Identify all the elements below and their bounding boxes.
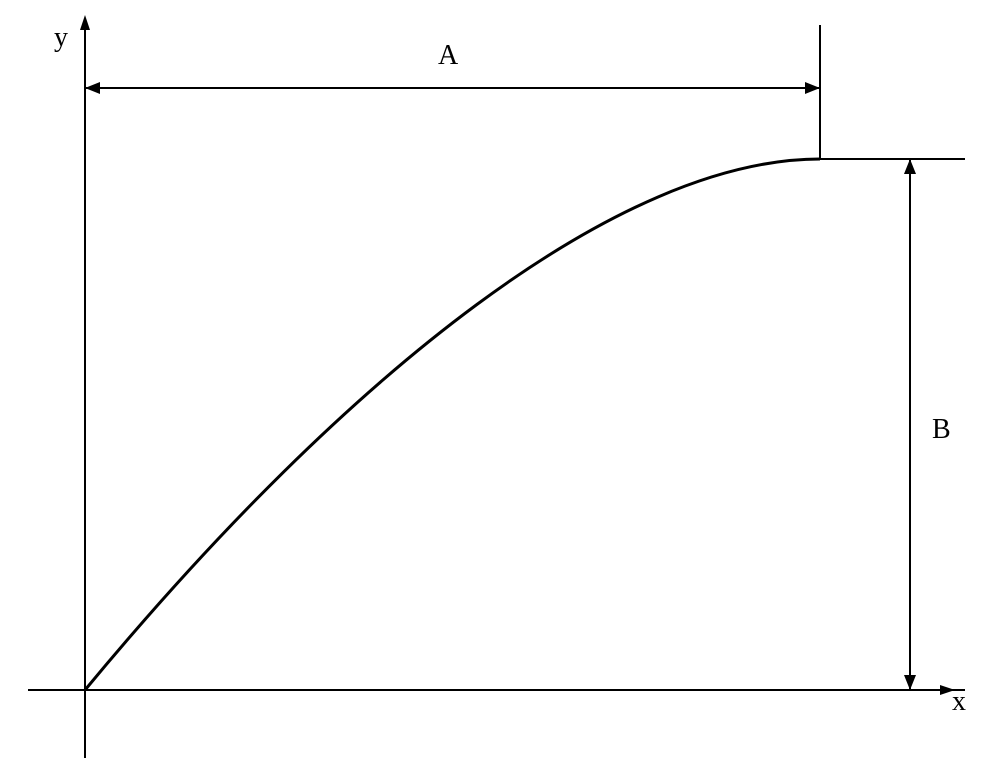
x-axis-label: x bbox=[952, 686, 966, 718]
dimension-a-arrow-right bbox=[805, 82, 820, 94]
main-curve bbox=[85, 159, 820, 690]
dimension-a-arrow-left bbox=[85, 82, 100, 94]
dimension-b-arrow-bottom bbox=[904, 675, 916, 690]
dimension-b-arrow-top bbox=[904, 159, 916, 174]
y-axis-arrow bbox=[80, 15, 90, 30]
dimension-b-label: B bbox=[932, 414, 951, 446]
dimension-a-label: A bbox=[438, 40, 458, 72]
diagram-svg bbox=[0, 0, 1000, 778]
y-axis-label: y bbox=[54, 22, 68, 54]
